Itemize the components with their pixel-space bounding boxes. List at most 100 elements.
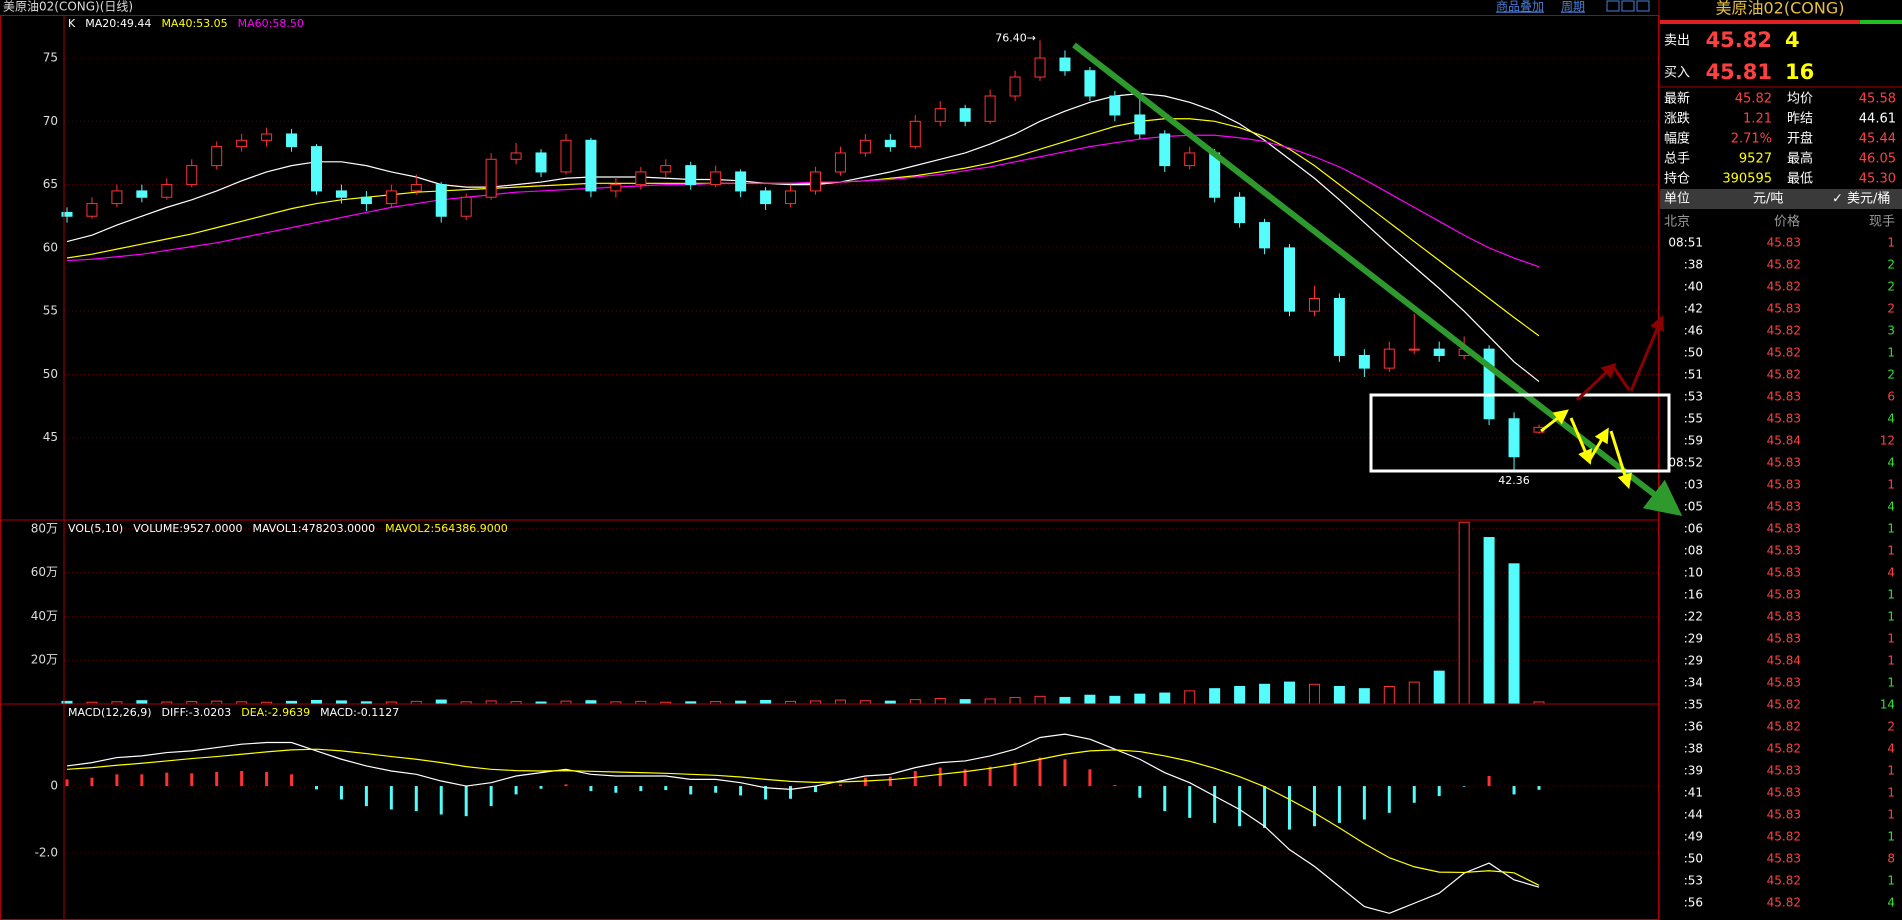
candle-body xyxy=(959,108,971,122)
arrow xyxy=(1587,427,1609,462)
y-tick-label: 55 xyxy=(43,304,58,318)
volume-bar xyxy=(1333,685,1345,705)
stat-label: 最低 xyxy=(1787,172,1813,187)
trade-price: 45.82 xyxy=(1767,368,1801,382)
candle-body xyxy=(1259,222,1271,249)
y-tick-label: 40万 xyxy=(31,609,58,623)
window-button[interactable] xyxy=(1606,0,1620,12)
candle-body xyxy=(186,165,198,186)
candle-body xyxy=(560,139,572,173)
trade-time: :22 xyxy=(1684,610,1703,624)
window-button[interactable] xyxy=(1636,0,1650,12)
stat-value: 44.61 xyxy=(1859,112,1896,127)
candle-body xyxy=(1084,70,1096,97)
unit-option[interactable]: ✓ 美元/桶 xyxy=(1832,192,1890,207)
candle-body xyxy=(660,165,672,173)
candle-body xyxy=(1433,348,1445,356)
legend-entry: VOL(5,10) xyxy=(68,522,123,535)
trade-volume: 2 xyxy=(1887,280,1895,294)
candle-body xyxy=(435,184,447,217)
trade-price: 45.83 xyxy=(1767,852,1801,866)
volume-bar xyxy=(1383,685,1395,705)
trade-price: 45.83 xyxy=(1767,478,1801,492)
trade-price: 45.83 xyxy=(1767,676,1801,690)
trade-volume: 8 xyxy=(1887,852,1895,866)
stat-value: 45.30 xyxy=(1859,172,1896,187)
trade-price: 45.82 xyxy=(1767,698,1801,712)
volume-bar xyxy=(760,699,772,705)
unit-bar xyxy=(1660,189,1902,209)
legend-entry: K xyxy=(68,17,76,30)
header-bar xyxy=(1660,20,1860,24)
window-button[interactable] xyxy=(1621,0,1635,12)
candle-body xyxy=(410,184,422,192)
trade-time: :49 xyxy=(1684,830,1703,844)
candle-body xyxy=(261,133,273,141)
stat-value: 45.58 xyxy=(1859,92,1896,107)
arrow xyxy=(1569,417,1592,465)
trade-volume: 1 xyxy=(1887,632,1895,646)
trade-volume: 1 xyxy=(1887,786,1895,800)
candle-body xyxy=(710,171,722,186)
order-volume: 16 xyxy=(1785,60,1814,84)
trade-price: 45.83 xyxy=(1767,566,1801,580)
volume-bar xyxy=(1234,685,1246,705)
menu-item[interactable]: 周期 xyxy=(1561,0,1585,14)
trend-line xyxy=(1072,42,1683,517)
trade-volume: 3 xyxy=(1887,324,1895,338)
trade-volume: 2 xyxy=(1887,720,1895,734)
trade-price: 45.83 xyxy=(1767,390,1801,404)
trade-price: 45.83 xyxy=(1767,808,1801,822)
candle-body xyxy=(984,95,996,122)
stat-label: 最新 xyxy=(1664,91,1690,107)
candle-body xyxy=(360,196,372,205)
trade-price: 45.83 xyxy=(1767,500,1801,514)
volume-bar xyxy=(310,699,322,705)
trade-volume: 2 xyxy=(1887,368,1895,382)
menu-item[interactable]: 商品叠加 xyxy=(1496,0,1544,14)
volume-bar xyxy=(1483,537,1495,705)
trade-time: 08:52 xyxy=(1668,456,1703,470)
trade-volume: 6 xyxy=(1887,390,1895,404)
arrow xyxy=(1629,315,1665,392)
trade-time: :55 xyxy=(1684,412,1703,426)
candle-body xyxy=(286,133,298,148)
trade-volume: 1 xyxy=(1887,830,1895,844)
trade-time: :29 xyxy=(1684,654,1703,668)
trade-time: :51 xyxy=(1684,368,1703,382)
stat-label: 开盘 xyxy=(1787,131,1813,147)
trade-time: :39 xyxy=(1684,764,1703,778)
order-label: 卖出 xyxy=(1664,34,1690,49)
quote-title: 美原油02(CONG) xyxy=(1716,0,1845,18)
y-tick-label: 70 xyxy=(43,114,58,128)
legend-entry: MAVOL1:478203.0000 xyxy=(252,522,375,535)
candle-body xyxy=(485,158,497,198)
volume-bar xyxy=(1408,681,1420,705)
trade-price: 45.82 xyxy=(1767,742,1801,756)
stat-label: 持仓 xyxy=(1664,172,1690,187)
legend-entry: MACD(12,26,9) xyxy=(68,706,152,719)
trade-volume: 1 xyxy=(1887,654,1895,668)
candle-body xyxy=(859,139,871,154)
trade-price: 45.82 xyxy=(1767,874,1801,888)
table-header: 北京 xyxy=(1664,215,1690,230)
legend-entry: VOLUME:9527.0000 xyxy=(133,522,242,535)
trade-volume: 4 xyxy=(1887,412,1895,426)
trade-volume: 4 xyxy=(1887,456,1895,470)
candle-body xyxy=(635,171,647,186)
trade-time: :10 xyxy=(1684,566,1703,580)
candle-body xyxy=(809,171,821,192)
trade-time: :44 xyxy=(1684,808,1703,822)
candle-body xyxy=(1159,133,1171,167)
stat-value: 45.82 xyxy=(1735,92,1772,107)
candle-body xyxy=(236,139,248,148)
table-header: 现手 xyxy=(1869,215,1895,230)
trade-volume: 1 xyxy=(1887,544,1895,558)
trade-time: :35 xyxy=(1684,698,1703,712)
candle-body xyxy=(211,146,223,167)
table-header: 价格 xyxy=(1774,214,1800,230)
window-title: 美原油02(CONG)(日线) xyxy=(3,0,133,14)
candle-body xyxy=(161,184,173,198)
candle-body xyxy=(585,139,597,192)
